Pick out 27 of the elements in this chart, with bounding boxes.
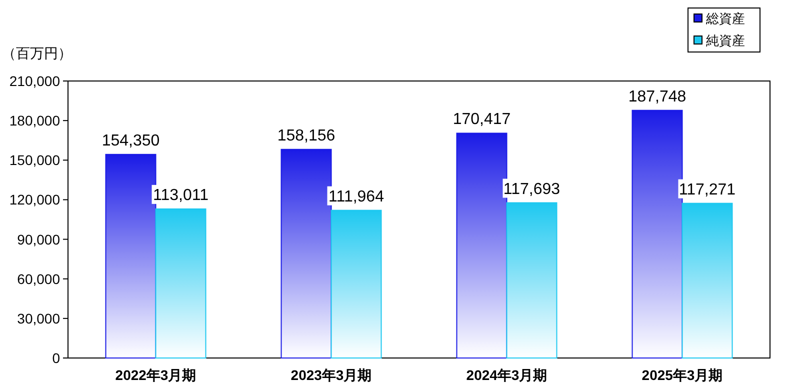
y-tick-label: 30,000: [17, 310, 60, 326]
y-tick-label: 90,000: [17, 231, 60, 248]
data-label: 113,011: [153, 186, 209, 204]
x-tick-label: 2022年3月期: [115, 367, 196, 383]
bar: [155, 208, 206, 358]
y-tick-label: 60,000: [17, 270, 60, 287]
y-axis-title: （百万円）: [2, 45, 72, 61]
bar: [330, 210, 382, 358]
y-tick-label: 210,000: [9, 73, 60, 89]
bar: [506, 202, 558, 358]
bar: [682, 202, 733, 358]
data-label: 117,271: [678, 181, 736, 198]
data-label: 158,156: [277, 127, 336, 144]
legend-label: 純資産: [706, 33, 745, 48]
y-tick-label: 150,000: [9, 152, 60, 168]
x-tick-label: 2023年3月期: [290, 367, 372, 383]
data-label: 117,693: [503, 180, 560, 198]
y-tick-label: 180,000: [9, 112, 60, 129]
data-label: 111,964: [328, 188, 384, 206]
y-tick-label: 120,000: [9, 192, 60, 208]
data-label: 154,350: [102, 132, 160, 150]
legend-label: 総資産: [705, 11, 745, 26]
data-label: 187,748: [628, 88, 686, 106]
y-tick-label: 0: [52, 350, 60, 366]
x-tick-label: 2025年3月期: [642, 367, 723, 383]
x-tick-label: 2024年3月期: [466, 367, 548, 383]
data-label: 170,417: [452, 111, 511, 128]
